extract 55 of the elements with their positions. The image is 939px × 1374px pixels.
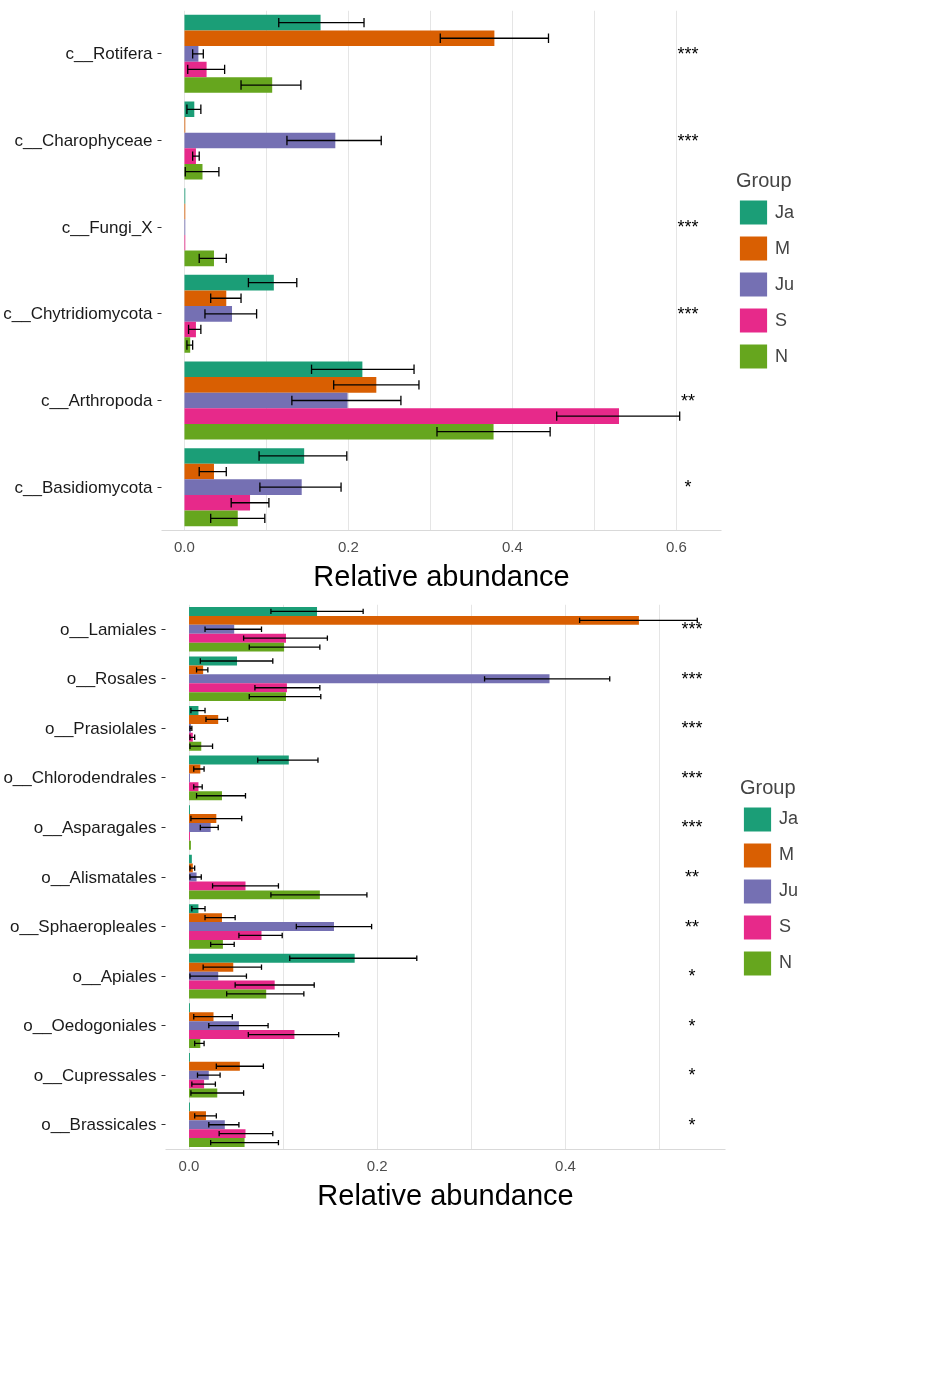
annotation: * (688, 1114, 696, 1135)
y-tick-label: c__Fungi_X (61, 217, 153, 237)
legend-label: S (775, 309, 788, 331)
legend-title: Group (736, 169, 793, 192)
annotation: *** (681, 668, 703, 689)
y-tick-label: o__Sphaeropleales (9, 917, 157, 937)
y-tick-label: o__Lamiales (60, 619, 157, 639)
legend-label: Ju (779, 880, 799, 901)
y-tick-label: c__Chytridiomycota (3, 304, 154, 324)
x-tick-label: 0.6 (665, 537, 687, 555)
y-tick-label: c__Rotifera (65, 44, 154, 64)
y-tick-label: o__Alismatales (41, 867, 157, 887)
x-tick-label: 0.0 (174, 537, 195, 555)
x-tick-label: 0.2 (338, 537, 359, 555)
y-tick-label: o__Oedogoniales (23, 1016, 157, 1036)
legend-label: Ja (779, 808, 799, 829)
annotation: *** (681, 767, 703, 788)
legend-label: Ja (775, 201, 795, 223)
x-tick-label: 0.4 (555, 1156, 576, 1174)
x-axis-title: Relative abundance (317, 1178, 574, 1211)
legend-label: N (775, 345, 789, 367)
x-axis-title: Relative abundance (313, 559, 570, 592)
y-tick-label: o__Rosales (66, 669, 157, 689)
legend-label: N (779, 952, 793, 973)
annotation: *** (677, 217, 699, 238)
annotation: * (688, 1015, 696, 1036)
x-tick-label: 0.4 (502, 537, 523, 555)
annotation: *** (681, 718, 703, 739)
y-tick-label: o__Apiales (72, 966, 157, 986)
annotation: *** (677, 303, 699, 324)
annotation: ** (680, 390, 695, 411)
legend-label: M (779, 844, 795, 865)
y-tick-label: o__Prasiolales (44, 718, 157, 738)
annotation: * (684, 477, 692, 498)
annotation: *** (681, 817, 703, 838)
annotation: *** (677, 130, 699, 151)
annotation: * (688, 966, 696, 987)
y-tick-label: o__Brassicales (41, 1115, 157, 1135)
legend-label: M (775, 237, 791, 259)
annotation: ** (684, 916, 699, 937)
annotation: *** (681, 619, 703, 640)
annotation: * (688, 1065, 696, 1086)
x-tick-label: 0.0 (178, 1156, 200, 1174)
legend-label: S (779, 916, 792, 937)
legend-title: Group (740, 775, 797, 799)
annotation: *** (677, 43, 699, 64)
y-tick-label: c__Charophyceae (14, 131, 153, 150)
y-tick-label: c__Arthropoda (40, 391, 154, 410)
y-tick-label: o__Chlorodendrales (3, 768, 157, 788)
legend-label: Ju (775, 273, 795, 295)
y-tick-label: c__Basidiomycota (14, 477, 154, 497)
x-tick-label: 0.2 (366, 1156, 388, 1174)
y-tick-label: o__Cupressales (33, 1065, 157, 1085)
annotation: ** (684, 867, 699, 887)
y-tick-label: o__Asparagales (33, 817, 157, 837)
